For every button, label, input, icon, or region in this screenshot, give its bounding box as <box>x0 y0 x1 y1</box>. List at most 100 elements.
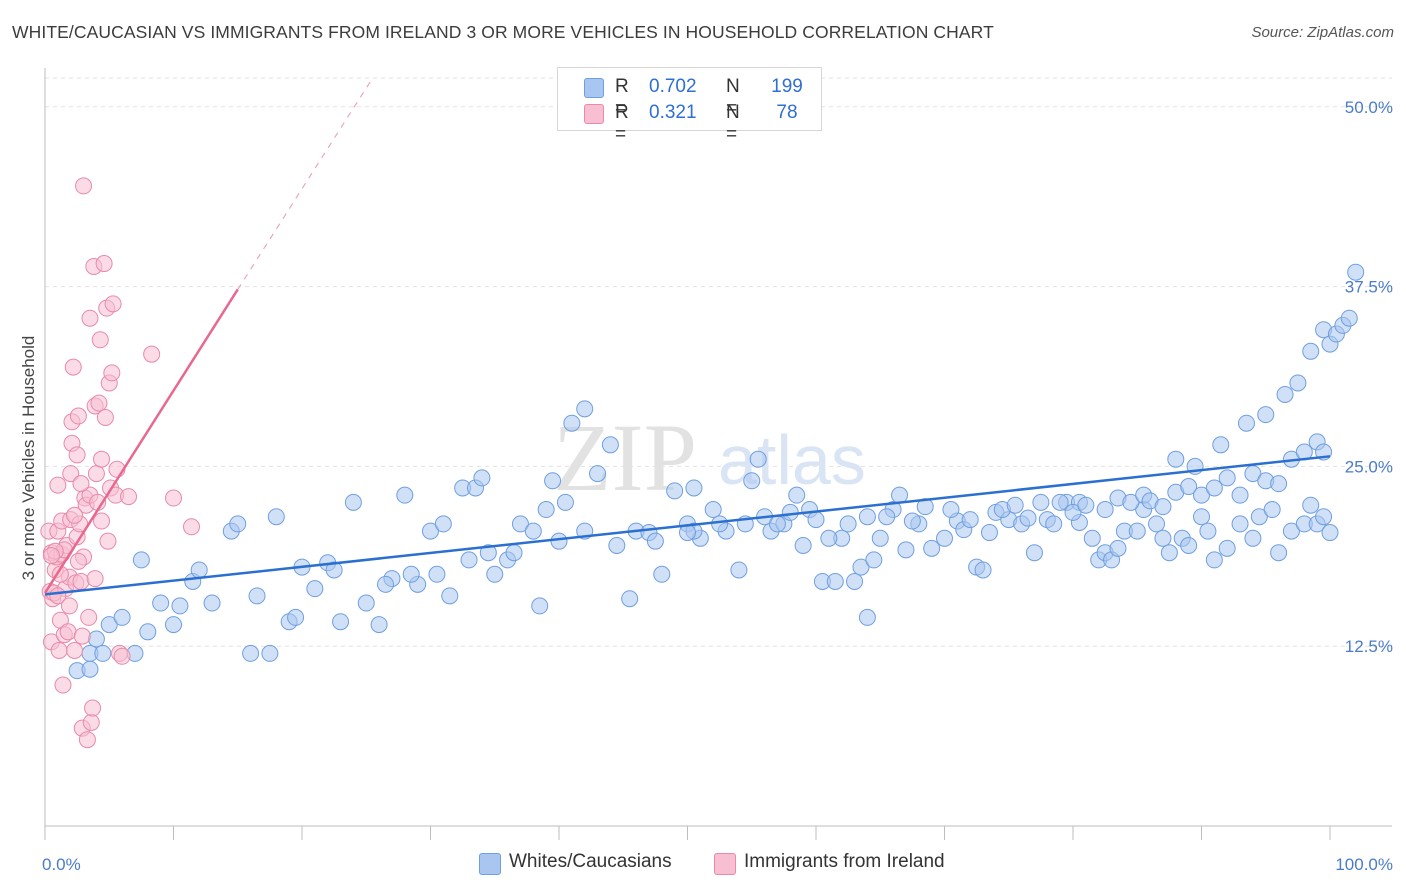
data-point-whites <box>1315 508 1333 526</box>
data-point-whites <box>229 515 247 533</box>
data-point-ireland <box>96 408 114 426</box>
data-point-whites <box>666 482 684 500</box>
legend-n-label: N = <box>726 102 740 145</box>
series-whites-points <box>68 263 1365 680</box>
data-point-whites <box>768 515 786 533</box>
data-point-whites <box>1083 529 1101 547</box>
data-point-whites <box>524 522 542 540</box>
data-point-ireland <box>93 512 111 530</box>
data-point-whites <box>1109 539 1127 557</box>
data-point-whites <box>152 594 170 612</box>
data-point-whites <box>743 472 761 490</box>
data-point-whites <box>608 537 626 554</box>
trend-line-ireland-extension <box>237 77 374 290</box>
data-point-whites <box>704 501 722 519</box>
data-point-whites <box>1045 515 1063 533</box>
data-point-ireland <box>69 552 87 570</box>
trend-lines <box>43 77 1331 596</box>
data-point-whites <box>132 551 150 569</box>
data-point-whites <box>1180 478 1198 496</box>
data-point-whites <box>332 613 350 631</box>
data-point-whites <box>653 565 671 583</box>
data-point-whites <box>357 594 375 612</box>
data-point-whites <box>1006 496 1024 514</box>
data-point-whites <box>788 486 806 504</box>
data-point-whites <box>287 608 305 626</box>
data-point-whites <box>428 565 446 583</box>
data-point-whites <box>730 561 748 579</box>
data-point-whites <box>1257 406 1275 424</box>
data-point-whites <box>1180 537 1198 554</box>
data-point-ireland <box>72 475 90 493</box>
data-point-whites <box>781 503 799 521</box>
data-point-whites <box>1077 496 1095 514</box>
data-point-whites <box>1019 509 1037 527</box>
data-point-ireland <box>87 465 105 483</box>
chart-title: WHITE/CAUCASIAN VS IMMIGRANTS FROM IRELA… <box>12 22 994 42</box>
data-point-whites <box>576 400 594 418</box>
data-point-whites <box>846 572 864 590</box>
data-point-whites <box>344 493 362 511</box>
series-ireland-points <box>40 177 200 749</box>
data-point-ireland <box>72 572 90 590</box>
watermark: ZIP atlas <box>553 404 866 511</box>
data-point-whites <box>1064 503 1082 521</box>
legend-n-value: 199 <box>771 76 803 97</box>
data-point-whites <box>1218 539 1236 557</box>
correlation-legend: R = 0.702 N = 199 R = 0.321 N = 78 <box>557 67 822 145</box>
data-point-whites <box>242 644 260 662</box>
axes <box>44 68 1392 840</box>
data-point-whites <box>1263 501 1281 519</box>
data-point-ireland <box>90 394 108 412</box>
data-point-whites <box>1270 475 1288 493</box>
trend-line-ireland <box>43 288 239 594</box>
data-point-whites <box>1154 498 1172 516</box>
data-point-whites <box>1276 385 1294 403</box>
data-point-whites <box>1218 469 1236 487</box>
data-point-whites <box>1193 486 1210 504</box>
data-point-whites <box>820 529 838 547</box>
data-point-ireland <box>68 446 86 464</box>
data-point-whites <box>1154 529 1172 547</box>
data-point-whites <box>505 544 523 562</box>
trend-line-whites <box>44 455 1331 596</box>
tick-labels: 12.5% 25.0% 37.5% 50.0% 0.0% 100.0% <box>42 98 1393 874</box>
data-point-whites <box>601 436 619 454</box>
data-point-ireland <box>75 177 93 195</box>
data-point-whites <box>460 551 478 569</box>
data-point-whites <box>261 644 279 662</box>
data-point-whites <box>531 597 549 615</box>
data-point-whites <box>1302 342 1320 360</box>
bottom-legend-label-whites: Whites/Caucasians <box>509 851 672 872</box>
data-point-whites <box>1244 529 1262 547</box>
data-point-ireland <box>103 364 121 382</box>
data-point-ireland <box>95 255 113 273</box>
data-point-whites <box>165 616 182 634</box>
data-point-whites <box>865 551 883 569</box>
data-point-whites <box>550 532 568 550</box>
y-tick-label: 25.0% <box>1345 457 1393 476</box>
data-point-whites <box>1128 522 1146 540</box>
data-point-whites <box>100 616 118 634</box>
data-point-whites <box>434 515 452 533</box>
legend-n-label: N = <box>726 76 740 119</box>
data-point-whites <box>1270 544 1288 562</box>
data-point-whites <box>1289 374 1307 392</box>
data-point-whites <box>556 493 574 511</box>
data-point-whites <box>646 532 664 550</box>
data-point-whites <box>621 590 639 608</box>
data-point-whites <box>441 587 459 605</box>
data-point-whites <box>878 508 896 526</box>
data-point-whites <box>1122 493 1140 511</box>
data-point-whites <box>544 472 562 490</box>
data-point-ireland <box>49 476 67 494</box>
data-point-ireland <box>66 642 84 660</box>
data-point-ireland <box>104 295 122 313</box>
data-point-whites <box>87 630 105 648</box>
data-point-whites <box>267 508 285 526</box>
data-point-whites <box>852 558 870 576</box>
data-point-whites <box>563 414 581 432</box>
data-point-whites <box>511 515 529 533</box>
data-point-whites <box>203 594 221 612</box>
data-point-whites <box>537 501 555 519</box>
